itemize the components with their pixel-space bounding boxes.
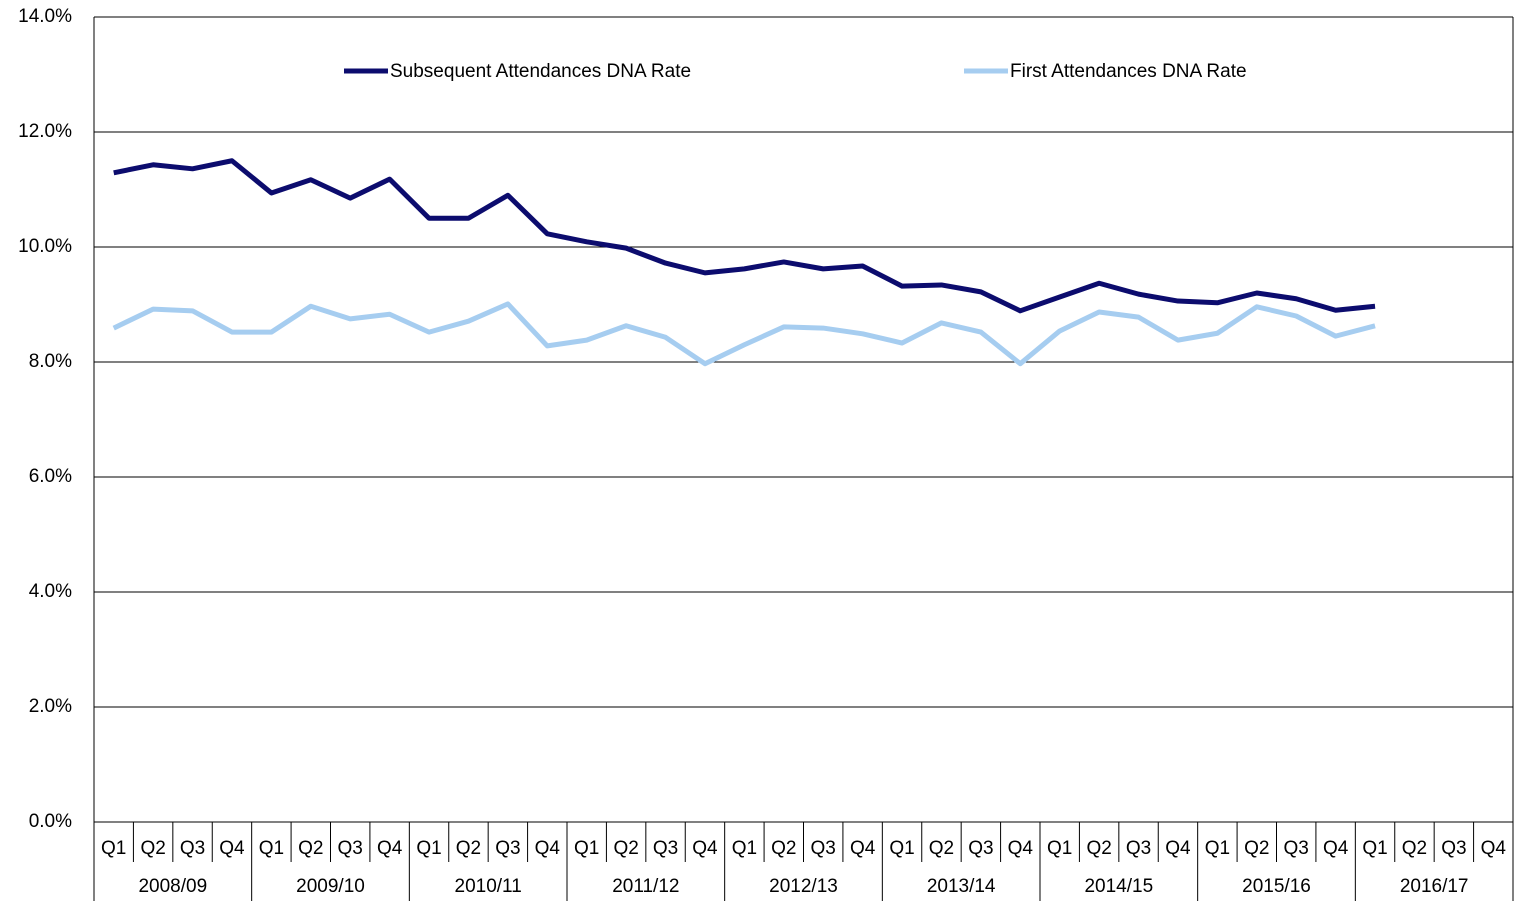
x-tick-label: Q2 bbox=[298, 838, 323, 859]
x-tick-label: Q1 bbox=[416, 838, 441, 859]
x-tick-label: Q4 bbox=[850, 838, 876, 859]
x-tick-label: Q3 bbox=[1126, 838, 1151, 859]
x-group-label: 2014/15 bbox=[1084, 876, 1153, 897]
y-tick-label: 10.0% bbox=[18, 236, 72, 257]
y-tick-label: 6.0% bbox=[29, 466, 72, 487]
legend-label: First Attendances DNA Rate bbox=[1010, 61, 1247, 82]
x-tick-label: Q3 bbox=[1441, 838, 1466, 859]
x-tick-label: Q1 bbox=[101, 838, 126, 859]
x-group-label: 2013/14 bbox=[927, 876, 996, 897]
x-tick-label: Q2 bbox=[929, 838, 954, 859]
x-group-label: 2016/17 bbox=[1400, 876, 1469, 897]
x-tick-label: Q2 bbox=[1086, 838, 1111, 859]
x-tick-label: Q4 bbox=[692, 838, 718, 859]
y-tick-label: 4.0% bbox=[29, 581, 72, 602]
x-tick-label: Q1 bbox=[889, 838, 914, 859]
x-tick-label: Q4 bbox=[377, 838, 403, 859]
x-tick-label: Q4 bbox=[219, 838, 245, 859]
x-tick-label: Q2 bbox=[1244, 838, 1269, 859]
x-tick-label: Q2 bbox=[456, 838, 481, 859]
x-tick-label: Q4 bbox=[1165, 838, 1191, 859]
x-tick-label: Q1 bbox=[1362, 838, 1387, 859]
x-tick-label: Q1 bbox=[1205, 838, 1230, 859]
x-tick-label: Q3 bbox=[968, 838, 993, 859]
x-tick-label: Q4 bbox=[1008, 838, 1034, 859]
x-tick-label: Q3 bbox=[653, 838, 678, 859]
x-group-label: 2008/09 bbox=[138, 876, 207, 897]
y-tick-label: 12.0% bbox=[18, 121, 72, 142]
x-tick-label: Q1 bbox=[1047, 838, 1072, 859]
x-tick-label: Q3 bbox=[180, 838, 205, 859]
x-tick-label: Q4 bbox=[1481, 838, 1507, 859]
x-tick-label: Q1 bbox=[574, 838, 599, 859]
series-line bbox=[113, 158, 1376, 314]
x-tick-label: Q2 bbox=[613, 838, 638, 859]
x-tick-label: Q3 bbox=[811, 838, 836, 859]
x-group-label: 2012/13 bbox=[769, 876, 838, 897]
y-tick-label: 2.0% bbox=[29, 696, 72, 717]
x-tick-label: Q2 bbox=[771, 838, 796, 859]
x-group-label: 2009/10 bbox=[296, 876, 365, 897]
x-tick-label: Q3 bbox=[338, 838, 363, 859]
series-line bbox=[112, 301, 1376, 367]
x-tick-label: Q3 bbox=[495, 838, 520, 859]
y-tick-label: 14.0% bbox=[18, 6, 72, 27]
x-tick-label: Q4 bbox=[1323, 838, 1349, 859]
y-tick-label: 0.0% bbox=[29, 811, 72, 832]
x-tick-label: Q4 bbox=[535, 838, 561, 859]
x-tick-label: Q2 bbox=[1402, 838, 1427, 859]
y-tick-label: 8.0% bbox=[29, 351, 72, 372]
x-tick-label: Q1 bbox=[259, 838, 284, 859]
x-tick-label: Q1 bbox=[732, 838, 757, 859]
x-tick-label: Q3 bbox=[1284, 838, 1309, 859]
x-group-label: 2015/16 bbox=[1242, 876, 1311, 897]
x-group-label: 2010/11 bbox=[455, 876, 522, 897]
x-tick-label: Q2 bbox=[140, 838, 165, 859]
legend-label: Subsequent Attendances DNA Rate bbox=[390, 61, 691, 82]
x-group-label: 2011/12 bbox=[612, 876, 679, 897]
